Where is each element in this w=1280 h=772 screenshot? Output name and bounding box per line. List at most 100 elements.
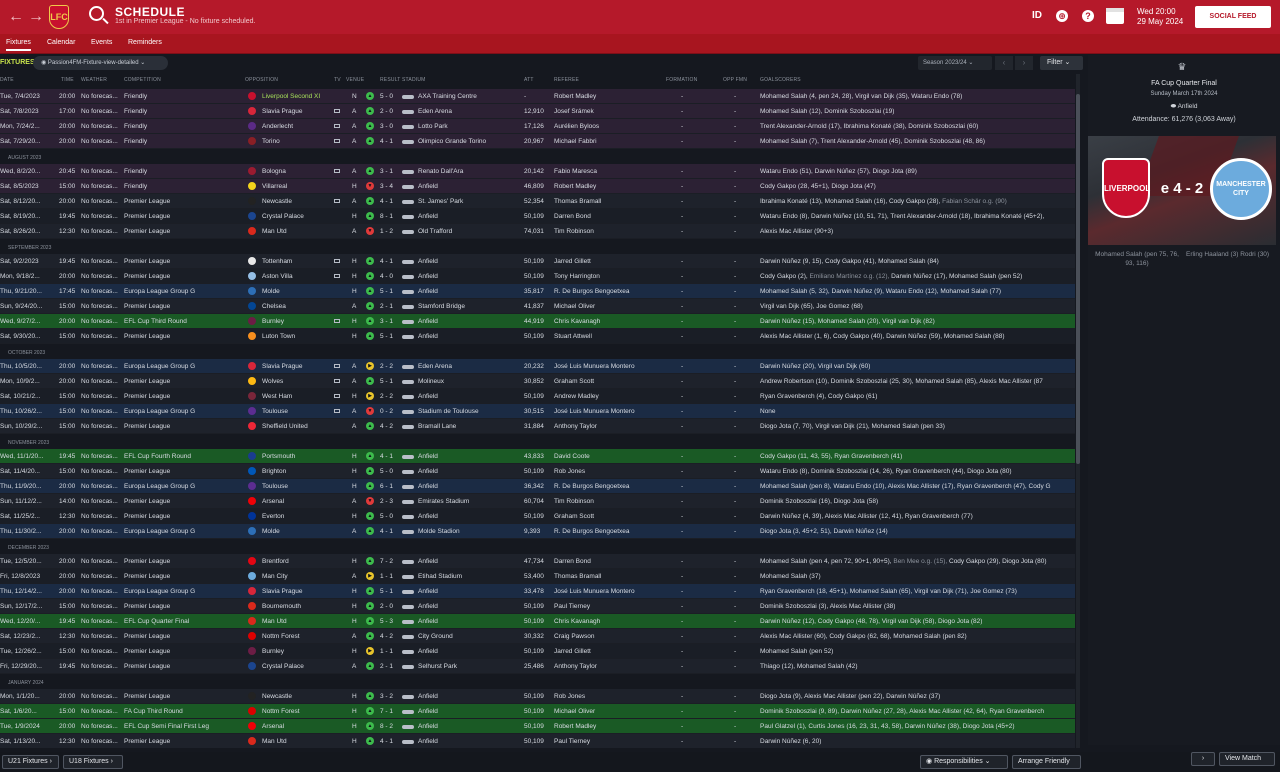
- column-header-weather[interactable]: WEATHER: [81, 77, 108, 83]
- fixture-row[interactable]: Wed, 11/1/20... 19:45 No forecas... EFL Cup…: [0, 449, 1075, 464]
- fixture-row[interactable]: Mon, 1/1/20... 20:00 No forecas... Premier …: [0, 689, 1075, 704]
- fixture-score[interactable]: 4 - 1: [380, 198, 394, 205]
- fixture-row[interactable]: Tue, 1/9/2024 20:00 No forecas... EFL Cup S…: [0, 719, 1075, 734]
- fixture-score[interactable]: 2 - 1: [380, 303, 394, 310]
- fixture-row[interactable]: Sat, 1/13/20... 12:30 No forecas... Premier…: [0, 734, 1075, 748]
- fixture-opposition[interactable]: Molde: [262, 528, 280, 535]
- column-header-opposition[interactable]: OPPOSITION: [245, 77, 279, 83]
- fixture-opposition[interactable]: Molde: [262, 288, 280, 295]
- next-match-button[interactable]: ›: [1191, 752, 1215, 766]
- fixture-score[interactable]: 5 - 3: [380, 618, 394, 625]
- tab-events[interactable]: Events: [91, 39, 113, 46]
- fixture-score[interactable]: 3 - 1: [380, 168, 394, 175]
- fixture-competition[interactable]: Friendly: [124, 93, 148, 100]
- fixture-competition[interactable]: Premier League: [124, 228, 171, 235]
- fixture-score[interactable]: 4 - 1: [380, 138, 394, 145]
- fixture-score[interactable]: 3 - 1: [380, 318, 394, 325]
- fixture-row[interactable]: Thu, 10/26/2... 15:00 No forecas... Europa …: [0, 404, 1075, 419]
- column-header-formation[interactable]: FORMATION: [666, 77, 698, 83]
- fixture-competition[interactable]: Premier League: [124, 423, 171, 430]
- tab-reminders[interactable]: Reminders: [128, 39, 162, 46]
- fixture-row[interactable]: Sun, 10/29/2... 15:00 No forecas... Premier…: [0, 419, 1075, 434]
- fixture-score[interactable]: 5 - 1: [380, 288, 394, 295]
- fixture-score[interactable]: 2 - 1: [380, 663, 394, 670]
- fixture-competition[interactable]: Europa League Group G: [124, 408, 196, 415]
- fixture-competition[interactable]: Premier League: [124, 663, 171, 670]
- fixture-competition[interactable]: Friendly: [124, 168, 148, 175]
- view-match-button[interactable]: View Match: [1219, 752, 1275, 766]
- fixture-competition[interactable]: Premier League: [124, 303, 171, 310]
- fixture-score[interactable]: 2 - 2: [380, 393, 394, 400]
- fixture-competition[interactable]: Premier League: [124, 258, 171, 265]
- fixture-row[interactable]: Thu, 10/5/20... 20:00 No forecas... Europa …: [0, 359, 1075, 374]
- fixture-competition[interactable]: Premier League: [124, 198, 171, 205]
- fixture-competition[interactable]: Premier League: [124, 333, 171, 340]
- fixture-score[interactable]: 4 - 2: [380, 423, 394, 430]
- fixture-opposition[interactable]: Toulouse: [262, 483, 289, 490]
- next-season-button[interactable]: ›: [1015, 56, 1033, 70]
- fixture-competition[interactable]: Friendly: [124, 183, 148, 190]
- id-icon[interactable]: ID: [1032, 10, 1042, 21]
- fixture-score[interactable]: 1 - 2: [380, 228, 394, 235]
- scrollbar-thumb[interactable]: [1076, 94, 1080, 464]
- fixture-score[interactable]: 4 - 1: [380, 453, 394, 460]
- fixture-competition[interactable]: Europa League Group G: [124, 483, 196, 490]
- fixture-competition[interactable]: Europa League Group G: [124, 288, 196, 295]
- fixture-row[interactable]: Sun, 11/12/2... 14:00 No forecas... Premier…: [0, 494, 1075, 509]
- fixture-opposition[interactable]: Chelsea: [262, 303, 286, 310]
- fixture-opposition[interactable]: Arsenal: [262, 723, 285, 730]
- fixture-opposition[interactable]: Newcastle: [262, 198, 292, 205]
- fixture-competition[interactable]: Premier League: [124, 498, 171, 505]
- fixture-competition[interactable]: Friendly: [124, 123, 148, 130]
- fixture-opposition[interactable]: Burnley: [262, 648, 285, 655]
- fixture-row[interactable]: Fri, 12/8/2023 20:00 No forecas... Premier …: [0, 569, 1075, 584]
- fixture-score[interactable]: 3 - 4: [380, 183, 394, 190]
- fixture-row[interactable]: Sat, 9/30/20... 15:00 No forecas... Premier…: [0, 329, 1075, 344]
- fixture-score[interactable]: 8 - 1: [380, 213, 394, 220]
- fixture-score[interactable]: 7 - 1: [380, 708, 394, 715]
- fixture-competition[interactable]: EFL Cup Third Round: [124, 318, 187, 325]
- fixture-score[interactable]: 7 - 2: [380, 558, 394, 565]
- fixture-row[interactable]: Wed, 12/20/... 19:45 No forecas... EFL Cup …: [0, 614, 1075, 629]
- u18-fixtures-button[interactable]: U18 Fixtures ›: [63, 755, 123, 769]
- fixture-score[interactable]: 4 - 1: [380, 528, 394, 535]
- fixture-row[interactable]: Wed, 8/2/20... 20:45 No forecas... Friendly…: [0, 164, 1075, 179]
- match-image[interactable]: LIVERPOOL e 4 - 2 MANCHESTER CITY: [1088, 136, 1276, 245]
- fixture-score[interactable]: 5 - 1: [380, 588, 394, 595]
- fixture-opposition[interactable]: Wolves: [262, 378, 284, 385]
- arrange-friendly-button[interactable]: Arrange Friendly: [1012, 755, 1081, 769]
- fixture-competition[interactable]: Premier League: [124, 738, 171, 745]
- fixture-row[interactable]: Thu, 11/30/2... 20:00 No forecas... Europa …: [0, 524, 1075, 539]
- fixture-opposition[interactable]: Bologna: [262, 168, 286, 175]
- fixture-opposition[interactable]: Crystal Palace: [262, 213, 304, 220]
- fixture-score[interactable]: 2 - 2: [380, 363, 394, 370]
- fixture-row[interactable]: Mon, 7/24/2... 20:00 No forecas... Friendly…: [0, 119, 1075, 134]
- fixture-score[interactable]: 1 - 1: [380, 573, 394, 580]
- table-scrollbar[interactable]: [1076, 74, 1080, 748]
- fixture-opposition[interactable]: Luton Town: [262, 333, 296, 340]
- fixture-row[interactable]: Sat, 7/8/2023 17:00 No forecas... Friendly S…: [0, 104, 1075, 119]
- fixture-row[interactable]: Sun, 9/24/20... 15:00 No forecas... Premier…: [0, 299, 1075, 314]
- fixture-row[interactable]: Sun, 12/17/2... 15:00 No forecas... Premier…: [0, 599, 1075, 614]
- u21-fixtures-button[interactable]: U21 Fixtures ›: [2, 755, 59, 769]
- fixture-opposition[interactable]: Aston Villa: [262, 273, 293, 280]
- fixture-score[interactable]: 5 - 0: [380, 513, 394, 520]
- fixture-opposition[interactable]: Man Utd: [262, 738, 287, 745]
- fixture-row[interactable]: Sat, 8/5/2023 15:00 No forecas... Friendly V…: [0, 179, 1075, 194]
- fixture-row[interactable]: Thu, 12/14/2... 20:00 No forecas... Europa …: [0, 584, 1075, 599]
- column-header-result[interactable]: RESULT: [380, 77, 401, 83]
- fixture-opposition[interactable]: Slavia Prague: [262, 108, 303, 115]
- fixture-score[interactable]: 5 - 1: [380, 333, 394, 340]
- fixture-opposition[interactable]: Burnley: [262, 318, 285, 325]
- fixture-competition[interactable]: EFL Cup Semi Final First Leg: [124, 723, 210, 730]
- fixture-competition[interactable]: Friendly: [124, 138, 148, 145]
- fixture-opposition[interactable]: Slavia Prague: [262, 588, 303, 595]
- fixture-score[interactable]: 8 - 2: [380, 723, 394, 730]
- fixture-score[interactable]: 3 - 2: [380, 693, 394, 700]
- fixture-competition[interactable]: Premier League: [124, 603, 171, 610]
- tab-calendar[interactable]: Calendar: [47, 39, 76, 46]
- fixture-opposition[interactable]: Man City: [262, 573, 288, 580]
- fixture-opposition[interactable]: Brentford: [262, 558, 289, 565]
- fixture-opposition[interactable]: Portsmouth: [262, 453, 296, 460]
- fixture-opposition[interactable]: Bournemouth: [262, 603, 302, 610]
